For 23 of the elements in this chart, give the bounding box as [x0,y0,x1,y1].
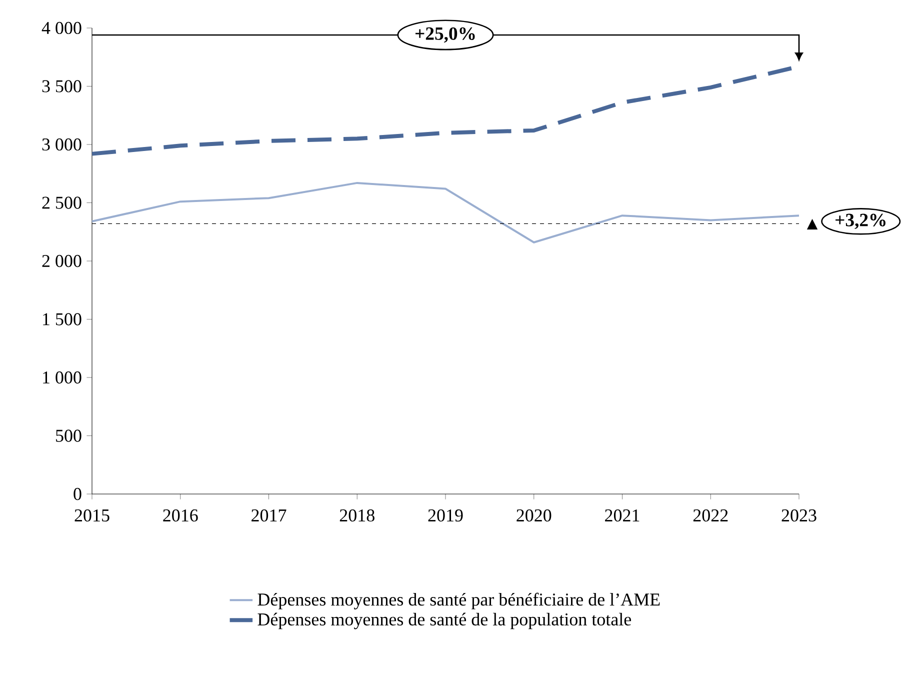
x-tick-label: 2016 [163,509,198,522]
legend-label: Dépenses moyennes de santé de la population totale [258,612,632,630]
y-tick-label: 1 000 [43,371,82,384]
y-tick-label: 2 000 [42,254,82,268]
x-tick-label: 2020 [516,509,552,522]
text: +3,2% [836,214,886,230]
x-tick-label: 2019 [428,509,463,522]
x-tick-label: 2022 [693,509,728,522]
x-tick-label: 2018 [340,509,374,522]
y-tick-label: 1 500 [43,313,82,326]
x-tick-label: 2023 [782,509,816,522]
y-tick-label: 4 000 [42,22,82,34]
y-tick-label: 0 [74,488,82,500]
x-tick-label: 2017 [252,509,286,522]
x-tick-label: 2015 [74,509,110,522]
y-tick-label: 3 500 [42,80,82,92]
y-tick-label: 500 [56,430,82,442]
line-series [91,182,800,244]
y-tick-label: 3 000 [42,138,82,151]
x-tick-label: 2021 [605,509,640,522]
y-tick-label: 2 500 [42,196,82,209]
annotation: +25,0% [416,27,475,43]
legend-label: Dépenses moyennes de santé par bénéficiaire de l’AME [258,592,660,610]
